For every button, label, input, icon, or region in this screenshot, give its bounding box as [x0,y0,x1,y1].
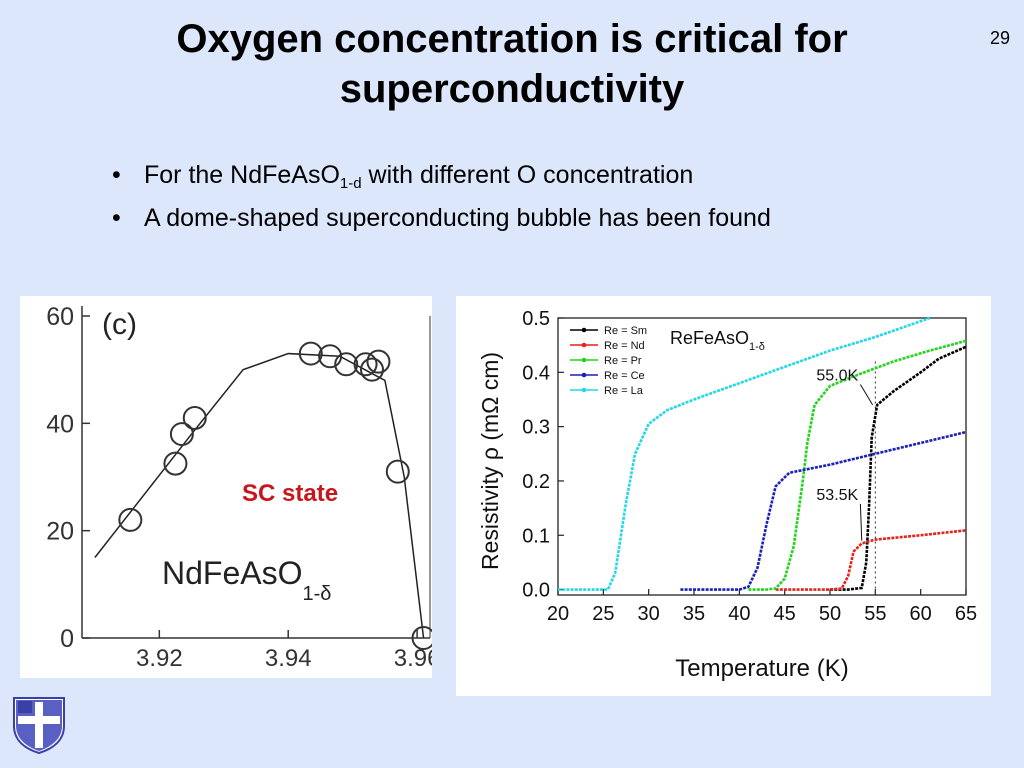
slide-title: Oxygen concentration is critical for sup… [176,17,848,111]
x-tick-label: 25 [592,603,614,625]
chart-title-main: ReFeAsO [670,328,749,348]
y-tick-label: 60 [46,303,74,331]
x-tick-label: 40 [728,603,750,625]
data-point [118,507,143,532]
annotation-arrow [859,384,874,406]
series-line [748,339,967,591]
chart-title-sub: 1-δ [749,341,765,353]
y-tick-label: 0.5 [522,308,550,330]
data-point [353,352,378,377]
x-axis-label: Temperature (K) [675,655,848,682]
series-line [775,529,967,591]
resistivity-chart: 20 25 30 35 40 45 50 55 60 65 0.0 0.1 0.2 0.3 0.4 0.5 R… [477,308,977,682]
y-tick-label: 0.3 [522,417,550,439]
x-tick-label: 55 [864,603,886,625]
y-tick-label: 40 [46,410,74,438]
bullet-item: A dome-shaped superconducting bubble has… [112,201,771,236]
data-point [334,352,359,377]
series-line [680,430,967,591]
legend-swatch-marker [581,387,587,393]
plot-frame [557,317,967,596]
bullet-item: For the NdFeAsO1-d with different O conc… [112,158,771,201]
data-point [385,459,410,484]
y-tick-label: 0.2 [522,471,550,493]
resistivity-chart-panel: 20 25 30 35 40 45 50 55 60 65 0.0 0.1 0.2 0.3 0.4 0.5 R… [456,296,991,696]
data-point [182,405,207,430]
university-crest-icon [13,697,65,754]
legend-label: Re = Nd [604,340,645,352]
compound-main: NdFeAsO [162,555,302,591]
compound-label: NdFeAsO1-δ [162,555,331,605]
bullet-subscript: 1-d [339,175,362,192]
y-tick-label: 0.1 [522,525,550,547]
annotation-arrow [859,503,863,541]
bullet-list: For the NdFeAsO1-d with different O conc… [112,158,771,236]
page-number: 29 [989,28,1010,48]
legend-swatch-marker [581,357,587,363]
annotation-label: 55.0K [816,367,858,384]
x-tick-label: 60 [910,603,932,625]
y-tick-label: 20 [46,518,74,546]
data-point [360,357,384,382]
legend-swatch-marker [581,342,587,348]
data-point [298,341,323,366]
x-tick-label: 35 [683,603,705,625]
data-point [366,349,391,374]
x-tick-label: 3.92 [136,645,183,672]
x-tick-label: 30 [638,603,660,625]
bullet-text: A dome-shaped superconducting bubble has… [144,204,771,232]
y-tick-label: 0.4 [522,362,550,384]
compound-sub: 1-δ [302,583,331,605]
data-point [169,422,194,447]
legend-label: Re = Sm [604,325,647,337]
legend-swatch-marker [581,327,587,333]
y-tick-label: 0 [60,625,74,653]
y-tick-label: 0.0 [522,580,550,602]
x-tick-label: 45 [774,603,796,625]
annotation-label: 53.5K [816,487,858,504]
legend-label: Re = La [604,385,644,397]
chart-title: ReFeAsO1-δ [670,328,765,353]
series-line [830,345,967,591]
bullet-text-tail: with different O concentration [361,161,694,189]
x-tick-label: 50 [819,603,841,625]
bullet-text: For the NdFeAsO [144,161,340,189]
data-point [163,451,188,476]
series-line [558,316,931,591]
x-tick-label: 65 [955,603,977,625]
panel-label: (c) [102,308,137,341]
x-tick-label: 3.94 [265,645,312,672]
data-point [318,344,343,369]
sc-state-label: SC state [242,480,338,507]
legend-swatch-marker [581,372,587,378]
y-axis-label: Resistivity ρ (mΩ cm) [477,352,503,570]
x-tick-label: 20 [547,603,569,625]
legend-label: Re = Pr [604,355,642,367]
legend-label: Re = Ce [604,370,645,382]
